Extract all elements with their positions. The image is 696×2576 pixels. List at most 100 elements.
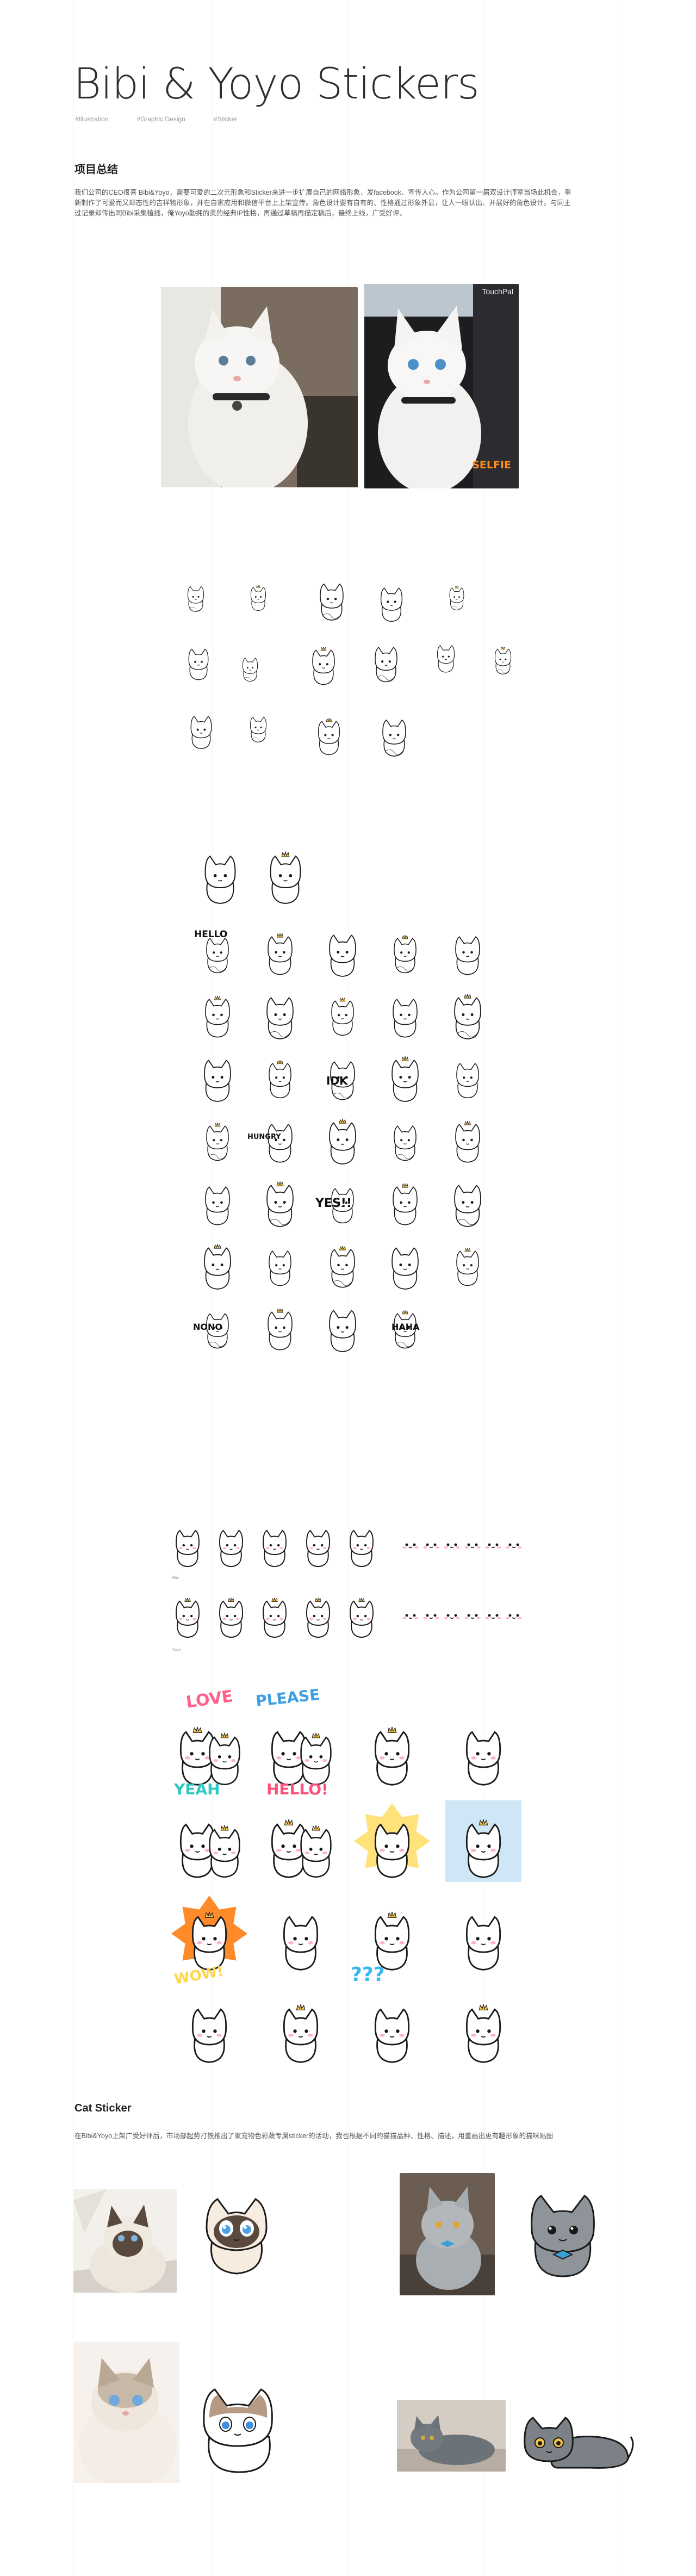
- cat-photo-right-image: [364, 284, 519, 488]
- doodle-cat: [318, 718, 340, 756]
- sheet-cat: [329, 1310, 356, 1352]
- doodle-cat: [250, 716, 267, 742]
- siamese-sticker-art: [206, 2198, 268, 2275]
- doodle-cat: [375, 647, 397, 683]
- sheet-cat: [331, 997, 354, 1036]
- clean-cat-yoyo: [263, 1597, 287, 1638]
- color-cat: [179, 1726, 215, 1786]
- color-cat: [271, 1819, 307, 1878]
- clean-cat-bibi: [219, 1530, 243, 1568]
- sheet-cat: [204, 1243, 231, 1290]
- sheet-cat: [266, 1181, 294, 1227]
- page-title: Bibi & Yoyo Stickers: [73, 60, 480, 109]
- color-cat: [465, 1916, 501, 1971]
- mini-face: [485, 1543, 501, 1549]
- word-yeah: YEAH: [174, 1780, 220, 1798]
- sheet-cat: [268, 1124, 293, 1163]
- mini-face: [444, 1614, 460, 1619]
- doodle-cat: [312, 646, 335, 685]
- summary-heading: 项目总结: [74, 164, 118, 176]
- siamese-sticker: [190, 2189, 283, 2282]
- color-cat: [191, 2008, 227, 2063]
- sheet-cat-yoyo: [270, 851, 301, 904]
- sheet-cat-bibi: [204, 855, 236, 904]
- clean-cat-yoyo: [350, 1597, 374, 1638]
- sheet-cat: [205, 1186, 230, 1225]
- word-hungry: HUNGRY: [247, 1133, 281, 1141]
- sketch-doodle-grid-art: [187, 583, 512, 757]
- word-nono: NONO: [193, 1322, 222, 1332]
- sheet-cat: [455, 936, 480, 975]
- mini-face: [444, 1543, 460, 1549]
- clean-cat-yoyo: [219, 1597, 243, 1638]
- cat-sticker-heading: Cat Sticker: [74, 2102, 132, 2114]
- doodle-cat: [494, 646, 512, 674]
- sheet-cat: [393, 1183, 418, 1225]
- graycat-sticker-art: [524, 2417, 634, 2469]
- sheet-cat: [206, 1313, 229, 1349]
- color-cat-pair: [300, 1732, 332, 1786]
- clean-cat-yoyo: [306, 1597, 330, 1638]
- doodle-cat: [320, 583, 344, 621]
- sheet-cat: [206, 938, 229, 974]
- sheet-cat: [391, 1056, 419, 1102]
- mini-face: [423, 1614, 439, 1619]
- graycat-sticker: [519, 2407, 636, 2472]
- graycat-photo-image: [397, 2400, 506, 2472]
- color-cat: [179, 1823, 215, 1878]
- doodle-cat: [382, 719, 406, 757]
- sheet-cat: [330, 1246, 355, 1288]
- row-label-bibi: Bibi: [172, 1576, 179, 1580]
- doodle-cat: [250, 585, 266, 611]
- word-yes: YES!!: [315, 1197, 352, 1210]
- word-hello-color: HELLO!: [266, 1780, 328, 1798]
- tag-illustration[interactable]: #Illustration: [75, 115, 109, 123]
- word-idk: IDK: [326, 1074, 348, 1087]
- tag-sticker[interactable]: #Sticker: [213, 115, 238, 123]
- mini-face: [402, 1614, 419, 1619]
- sheet-cat: [266, 997, 294, 1039]
- sheet-cat: [331, 1188, 354, 1224]
- sheet-cat: [456, 1247, 479, 1286]
- sheet-cat: [456, 1063, 479, 1099]
- word-haha: HAHA: [391, 1322, 420, 1332]
- mini-face: [506, 1614, 522, 1619]
- doodle-cat: [380, 587, 403, 622]
- clean-cat-yoyo: [176, 1597, 200, 1638]
- sheet-cat: [394, 1310, 417, 1349]
- color-sticker-sheet: LOVE PLEASE YEAH HELLO! WOW! ???: [163, 1683, 533, 2064]
- color-cat: [465, 2004, 501, 2063]
- summary-body: 我们公司的CEO很喜 Bibi&Yoyo，需要可爱的二次元形象和Sticker来…: [74, 189, 571, 217]
- word-qqq: ???: [351, 1964, 385, 1986]
- graycat-photo: [397, 2400, 506, 2472]
- mini-face: [464, 1614, 481, 1619]
- touchpal-label: TouchPal: [482, 287, 513, 296]
- tag-graphic-design[interactable]: #Graphic Design: [136, 115, 185, 123]
- tag-list: #Illustration #Graphic Design #Sticker: [75, 115, 237, 123]
- sheet-cat: [393, 999, 418, 1038]
- color-cat: [283, 2004, 319, 2063]
- sheet-cat: [204, 1060, 231, 1102]
- sheet-cat: [394, 1125, 417, 1161]
- sheet-cat: [394, 934, 417, 974]
- sheet-cat: [330, 1061, 355, 1100]
- ragdoll-photo-image: [73, 2342, 179, 2483]
- bluecat-photo: [400, 2173, 495, 2295]
- mini-face: [464, 1543, 481, 1549]
- sketch-sheet: HELLO IDK HUNGRY YES!! NONO HAHA: [188, 846, 508, 1379]
- ragdoll-sticker-art: [203, 2388, 273, 2473]
- color-sticker-sheet-art: [171, 1726, 521, 2063]
- cat-sticker-body: 在Bibi&Yoyo上架广受好评后，市场部起势打铁推出了家宠物色彩蔬专属stic…: [74, 2132, 554, 2140]
- sheet-cat: [454, 993, 481, 1039]
- clean-cat-bibi: [350, 1530, 374, 1568]
- bluecat-photo-image: [400, 2173, 495, 2295]
- color-cat: [374, 1911, 410, 1971]
- clean-cat-bibi: [306, 1530, 330, 1568]
- sheet-cat: [269, 1060, 291, 1099]
- siamese-photo-image: [73, 2189, 177, 2293]
- sheet-cat: [268, 1308, 293, 1351]
- sheet-cat: [454, 1185, 481, 1227]
- color-cat-pair: [209, 1825, 240, 1878]
- sketch-doodle-grid: [179, 577, 527, 778]
- color-cat: [283, 1916, 319, 1971]
